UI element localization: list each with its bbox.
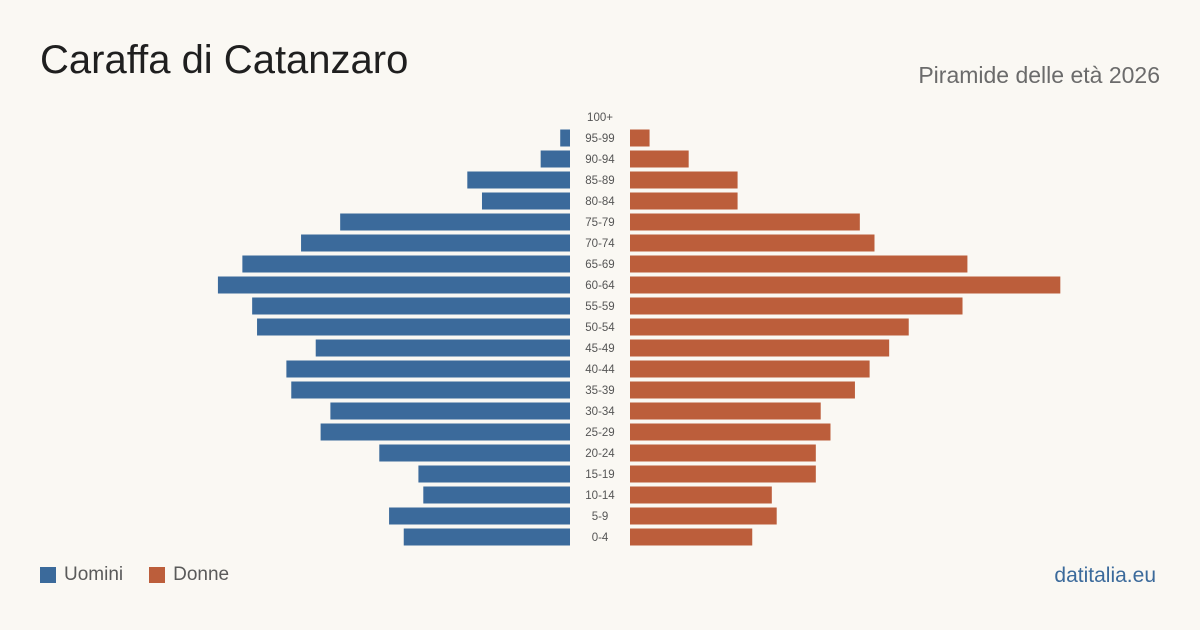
bar-women-85-89	[630, 171, 738, 189]
age-label-55-59: 55-59	[585, 301, 614, 313]
age-label-5-9: 5-9	[592, 511, 609, 523]
brand-link[interactable]: datitalia.eu	[1054, 564, 1156, 587]
bar-men-70-74	[301, 234, 570, 252]
bar-women-95-99	[630, 129, 650, 147]
age-label-80-84: 80-84	[585, 196, 615, 208]
bar-women-45-49	[630, 339, 890, 357]
legend-swatch-women	[149, 567, 166, 583]
bar-women-15-19	[630, 465, 816, 483]
chart-legend: Uomini Donne	[40, 564, 229, 586]
bar-men-5-9	[389, 507, 570, 525]
bar-women-30-34	[630, 402, 821, 420]
age-label-85-89: 85-89	[585, 175, 614, 187]
bar-men-75-79	[340, 213, 570, 231]
bar-women-25-29	[630, 423, 831, 441]
age-label-100+: 100+	[587, 112, 613, 124]
age-label-70-74: 70-74	[585, 238, 615, 250]
bar-women-75-79	[630, 213, 860, 231]
bar-women-5-9	[630, 507, 777, 525]
bar-men-35-39	[291, 381, 570, 399]
bar-men-10-14	[423, 486, 570, 504]
legend-item-women: Donne	[149, 564, 229, 586]
bar-men-45-49	[315, 339, 570, 357]
age-label-90-94: 90-94	[585, 154, 615, 166]
bar-men-40-44	[286, 360, 570, 378]
age-label-20-24: 20-24	[585, 448, 615, 460]
age-label-50-54: 50-54	[585, 322, 615, 334]
bar-women-60-64	[630, 276, 1061, 294]
bar-women-70-74	[630, 234, 875, 252]
chart-subtitle: Piramide delle età 2026	[918, 62, 1160, 88]
age-label-0-4: 0-4	[592, 532, 609, 544]
age-label-45-49: 45-49	[585, 343, 614, 355]
bar-men-90-94	[540, 150, 570, 168]
age-label-15-19: 15-19	[585, 469, 614, 481]
bar-men-0-4	[403, 528, 570, 546]
bar-men-85-89	[467, 171, 570, 189]
age-label-25-29: 25-29	[585, 427, 614, 439]
bar-men-50-54	[257, 318, 570, 336]
bar-women-40-44	[630, 360, 870, 378]
bar-women-0-4	[630, 528, 753, 546]
bar-men-80-84	[481, 192, 570, 210]
page-title: Caraffa di Catanzaro	[40, 38, 409, 82]
bar-women-90-94	[630, 150, 689, 168]
age-label-35-39: 35-39	[585, 385, 614, 397]
bar-men-60-64	[217, 276, 571, 294]
legend-item-men: Uomini	[40, 564, 123, 586]
legend-label-women: Donne	[173, 564, 230, 585]
legend-label-men: Uomini	[64, 564, 124, 585]
bar-women-35-39	[630, 381, 855, 399]
age-label-65-69: 65-69	[585, 259, 614, 271]
bar-men-25-29	[320, 423, 570, 441]
bar-men-95-99	[560, 129, 570, 147]
bar-men-20-24	[379, 444, 570, 462]
age-label-30-34: 30-34	[585, 406, 615, 418]
age-label-75-79: 75-79	[585, 217, 614, 229]
bar-women-50-54	[630, 318, 909, 336]
bar-women-65-69	[630, 255, 968, 273]
age-label-95-99: 95-99	[585, 133, 614, 145]
bar-men-55-59	[252, 297, 570, 315]
bar-men-15-19	[418, 465, 570, 483]
bar-men-65-69	[242, 255, 570, 273]
bar-women-80-84	[630, 192, 738, 210]
age-label-40-44: 40-44	[585, 364, 615, 376]
legend-swatch-men	[40, 567, 56, 583]
bar-women-55-59	[630, 297, 963, 315]
bar-women-10-14	[630, 486, 772, 504]
bar-women-20-24	[630, 444, 816, 462]
age-label-10-14: 10-14	[585, 490, 615, 502]
bar-men-30-34	[330, 402, 570, 420]
age-label-60-64: 60-64	[585, 280, 615, 292]
